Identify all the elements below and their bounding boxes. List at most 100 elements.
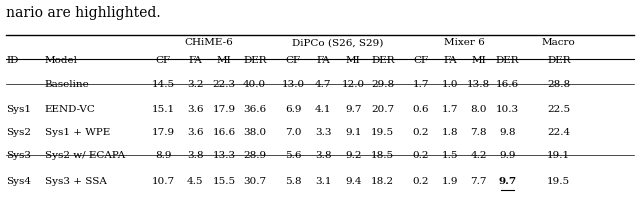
Text: DiPCo (S26, S29): DiPCo (S26, S29) xyxy=(292,38,383,47)
Text: 7.0: 7.0 xyxy=(285,128,301,137)
Text: 7.6: 7.6 xyxy=(470,199,487,200)
Text: 38.0: 38.0 xyxy=(243,128,266,137)
Text: 3.8: 3.8 xyxy=(187,151,204,160)
Text: 10.3: 10.3 xyxy=(496,105,519,114)
Text: 3.1: 3.1 xyxy=(315,199,332,200)
Text: 5.1: 5.1 xyxy=(187,199,204,200)
Text: 17.9: 17.9 xyxy=(212,105,236,114)
Text: 0.6: 0.6 xyxy=(413,105,429,114)
Text: 22.4: 22.4 xyxy=(547,128,570,137)
Text: 40.0: 40.0 xyxy=(243,80,266,89)
Text: 5.8: 5.8 xyxy=(285,176,301,185)
Text: Model: Model xyxy=(45,56,78,65)
Text: MI: MI xyxy=(471,56,486,65)
Text: 1.9: 1.9 xyxy=(442,176,458,185)
Text: 9.1: 9.1 xyxy=(345,128,362,137)
Text: 1.7: 1.7 xyxy=(413,80,429,89)
Text: 4.2: 4.2 xyxy=(470,151,487,160)
Text: 9.4: 9.4 xyxy=(345,176,362,185)
Text: 6.9: 6.9 xyxy=(285,105,301,114)
Text: 5.6: 5.6 xyxy=(285,151,301,160)
Text: 7.7: 7.7 xyxy=(155,199,172,200)
Text: 0.2: 0.2 xyxy=(413,151,429,160)
Text: FA: FA xyxy=(316,56,330,65)
Text: 3.3: 3.3 xyxy=(315,128,332,137)
Text: 9.9: 9.9 xyxy=(499,151,516,160)
Text: DER: DER xyxy=(243,56,266,65)
Text: Sys2: Sys2 xyxy=(6,128,31,137)
Text: 18.7: 18.7 xyxy=(546,199,572,200)
Text: 8.9: 8.9 xyxy=(155,151,172,160)
Text: 3.6: 3.6 xyxy=(187,105,204,114)
Text: 3.6: 3.6 xyxy=(187,128,204,137)
Text: Sys1 + WPE: Sys1 + WPE xyxy=(45,128,110,137)
Text: 7.7: 7.7 xyxy=(470,176,487,185)
Text: FA: FA xyxy=(188,56,202,65)
Text: 3.2: 3.2 xyxy=(187,80,204,89)
Text: 4.5: 4.5 xyxy=(187,176,204,185)
Text: 9.7: 9.7 xyxy=(499,176,516,185)
Text: 10.4: 10.4 xyxy=(496,199,519,200)
Text: 13.3: 13.3 xyxy=(212,151,236,160)
Text: nario are highlighted.: nario are highlighted. xyxy=(6,6,161,20)
Text: 9.8: 9.8 xyxy=(499,128,516,137)
Text: Sys5: Sys5 xyxy=(6,199,31,200)
Text: 9.2: 9.2 xyxy=(345,151,362,160)
Text: 15.1: 15.1 xyxy=(152,105,175,114)
Text: MI: MI xyxy=(216,56,232,65)
Text: 22.3: 22.3 xyxy=(212,80,236,89)
Text: Sys4: Sys4 xyxy=(6,176,31,185)
Text: 19.5: 19.5 xyxy=(547,176,570,185)
Text: 30.7: 30.7 xyxy=(243,176,266,185)
Text: 9.7: 9.7 xyxy=(345,105,362,114)
Text: 8.0: 8.0 xyxy=(470,105,487,114)
Text: Sys4 w/ ECAPA: Sys4 w/ ECAPA xyxy=(45,199,125,200)
Text: 0.8: 0.8 xyxy=(413,199,429,200)
Text: 28.9: 28.9 xyxy=(243,151,266,160)
Text: Macro: Macro xyxy=(542,38,575,47)
Text: EEND-VC: EEND-VC xyxy=(45,105,95,114)
Text: 27.7: 27.7 xyxy=(242,199,268,200)
Text: Mixer 6: Mixer 6 xyxy=(444,38,484,47)
Text: 18.2: 18.2 xyxy=(371,176,394,185)
Text: 4.1: 4.1 xyxy=(315,105,332,114)
Text: 36.6: 36.6 xyxy=(243,105,266,114)
Text: CF: CF xyxy=(285,56,301,65)
Text: 17.9: 17.9 xyxy=(370,199,396,200)
Text: 29.8: 29.8 xyxy=(371,80,394,89)
Text: 20.7: 20.7 xyxy=(371,105,394,114)
Text: 19.5: 19.5 xyxy=(371,128,394,137)
Text: 7.8: 7.8 xyxy=(470,128,487,137)
Text: Baseline: Baseline xyxy=(45,80,90,89)
Text: 9.6: 9.6 xyxy=(345,199,362,200)
Text: 14.5: 14.5 xyxy=(152,80,175,89)
Text: 3.1: 3.1 xyxy=(315,176,332,185)
Text: Sys2 w/ ECAPA: Sys2 w/ ECAPA xyxy=(45,151,125,160)
Text: Sys3: Sys3 xyxy=(6,151,31,160)
Text: 14.9: 14.9 xyxy=(212,199,236,200)
Text: DER: DER xyxy=(496,56,519,65)
Text: 5.2: 5.2 xyxy=(285,199,301,200)
Text: 13.8: 13.8 xyxy=(467,80,490,89)
Text: 1.7: 1.7 xyxy=(442,105,458,114)
Text: 22.5: 22.5 xyxy=(547,105,570,114)
Text: DER: DER xyxy=(547,56,570,65)
Text: 15.5: 15.5 xyxy=(212,176,236,185)
Text: 19.1: 19.1 xyxy=(547,151,570,160)
Text: 1.5: 1.5 xyxy=(442,151,458,160)
Text: ID: ID xyxy=(6,56,19,65)
Text: 10.7: 10.7 xyxy=(152,176,175,185)
Text: Sys1: Sys1 xyxy=(6,105,31,114)
Text: 13.0: 13.0 xyxy=(282,80,305,89)
Text: 12.0: 12.0 xyxy=(342,80,365,89)
Text: CHiME-6: CHiME-6 xyxy=(184,38,234,47)
Text: CF: CF xyxy=(413,56,429,65)
Text: 16.6: 16.6 xyxy=(212,128,236,137)
Text: 17.9: 17.9 xyxy=(152,128,175,137)
Text: 0.2: 0.2 xyxy=(413,128,429,137)
Text: 1.0: 1.0 xyxy=(442,80,458,89)
Text: 16.6: 16.6 xyxy=(496,80,519,89)
Text: FA: FA xyxy=(443,56,457,65)
Text: DER: DER xyxy=(371,56,394,65)
Text: 2.0: 2.0 xyxy=(442,199,458,200)
